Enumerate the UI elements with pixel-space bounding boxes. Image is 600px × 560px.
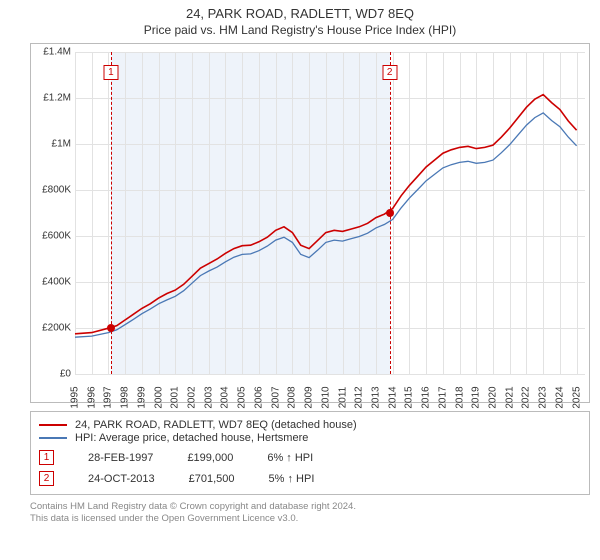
x-tick-label: 2014 [387, 386, 398, 408]
x-tick-label: 2016 [421, 386, 432, 408]
legend-item-hpi: HPI: Average price, detached house, Hert… [39, 432, 581, 444]
sale-marker-2: 2 [39, 471, 54, 486]
x-tick-label: 2001 [170, 386, 181, 408]
x-tick-label: 2003 [203, 386, 214, 408]
y-tick-label: £800K [31, 185, 71, 196]
x-tick-label: 2023 [538, 386, 549, 408]
legend-swatch-subject [39, 424, 67, 426]
legend-item-subject: 24, PARK ROAD, RADLETT, WD7 8EQ (detache… [39, 419, 581, 431]
sale-marker-1: 1 [39, 450, 54, 465]
x-tick-label: 2005 [237, 386, 248, 408]
x-tick-label: 2002 [187, 386, 198, 408]
chart-legend: 24, PARK ROAD, RADLETT, WD7 8EQ (detache… [30, 411, 590, 495]
x-tick-label: 2008 [287, 386, 298, 408]
sale-dot-2 [386, 209, 394, 217]
y-tick-label: £1.2M [31, 93, 71, 104]
x-tick-label: 2010 [320, 386, 331, 408]
footer-line-2: This data is licensed under the Open Gov… [30, 513, 590, 525]
y-tick-label: £1.4M [31, 47, 71, 58]
x-tick-label: 2017 [437, 386, 448, 408]
y-tick-label: £600K [31, 231, 71, 242]
sale-vs-hpi-2: 5% ↑ HPI [269, 473, 315, 485]
page-subtitle: Price paid vs. HM Land Registry's House … [10, 23, 590, 37]
y-tick-label: £400K [31, 277, 71, 288]
y-tick-label: £200K [31, 323, 71, 334]
legend-swatch-hpi [39, 437, 67, 439]
sale-price-1: £199,000 [187, 452, 233, 464]
x-tick-label: 2011 [337, 387, 348, 409]
marker-box-2: 2 [382, 65, 397, 80]
legend-label-hpi: HPI: Average price, detached house, Hert… [75, 432, 308, 444]
x-tick-label: 2012 [354, 386, 365, 408]
x-tick-label: 2000 [153, 386, 164, 408]
x-tick-label: 2009 [304, 386, 315, 408]
sale-row-1: 1 28-FEB-1997 £199,000 6% ↑ HPI [39, 450, 581, 465]
x-tick-label: 2020 [488, 386, 499, 408]
sale-date-1: 28-FEB-1997 [88, 452, 153, 464]
y-tick-label: £1M [31, 139, 71, 150]
price-chart: £0£200K£400K£600K£800K£1M£1.2M£1.4M19951… [30, 43, 590, 403]
x-tick-label: 2021 [504, 386, 515, 408]
sale-price-2: £701,500 [189, 473, 235, 485]
sale-vs-hpi-1: 6% ↑ HPI [267, 452, 313, 464]
x-tick-label: 2022 [521, 386, 532, 408]
sale-row-2: 2 24-OCT-2013 £701,500 5% ↑ HPI [39, 471, 581, 486]
x-tick-label: 2007 [270, 386, 281, 408]
footer: Contains HM Land Registry data © Crown c… [30, 501, 590, 526]
x-tick-label: 2013 [370, 386, 381, 408]
x-tick-label: 2024 [554, 386, 565, 408]
x-tick-label: 1998 [120, 386, 131, 408]
x-tick-label: 1997 [103, 386, 114, 408]
x-tick-label: 2006 [253, 386, 264, 408]
footer-line-1: Contains HM Land Registry data © Crown c… [30, 501, 590, 513]
x-tick-label: 2015 [404, 386, 415, 408]
sale-dot-1 [107, 324, 115, 332]
x-tick-label: 1999 [136, 386, 147, 408]
x-tick-label: 2004 [220, 386, 231, 408]
x-tick-label: 2018 [454, 386, 465, 408]
marker-box-1: 1 [103, 65, 118, 80]
legend-label-subject: 24, PARK ROAD, RADLETT, WD7 8EQ (detache… [75, 419, 357, 431]
page-title: 24, PARK ROAD, RADLETT, WD7 8EQ [10, 6, 590, 21]
x-tick-label: 1995 [70, 386, 81, 408]
sale-date-2: 24-OCT-2013 [88, 473, 155, 485]
x-tick-label: 1996 [86, 386, 97, 408]
series-subject [75, 95, 577, 334]
chart-lines [75, 52, 585, 374]
x-tick-label: 2019 [471, 386, 482, 408]
y-tick-label: £0 [31, 369, 71, 380]
x-tick-label: 2025 [571, 386, 582, 408]
